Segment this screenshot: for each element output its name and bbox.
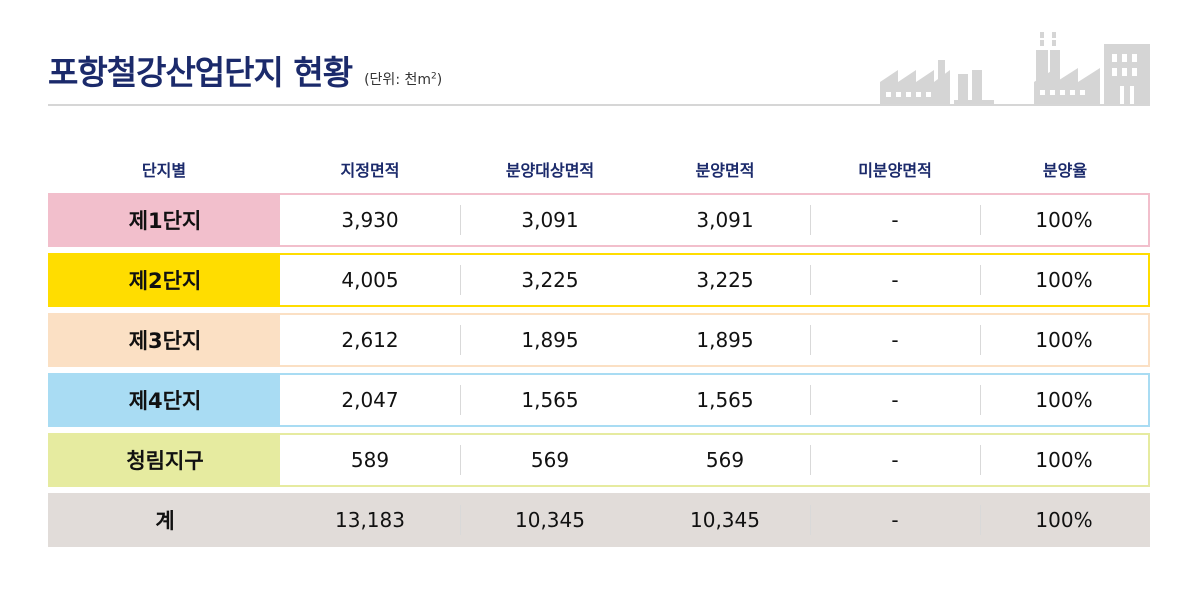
sale-rate: 100% xyxy=(980,495,1148,545)
designated-area: 3,930 xyxy=(341,208,399,232)
title-divider xyxy=(48,104,1150,106)
row-name: 제2단지 xyxy=(50,255,280,305)
sold-area: 1,895 xyxy=(696,328,754,352)
unit-sup: 2 xyxy=(431,71,437,82)
column-header: 분양대상면적 xyxy=(505,161,595,180)
unsold-area: - xyxy=(810,315,980,365)
column-header: 단지별 xyxy=(141,161,187,180)
row-name: 제4단지 xyxy=(50,375,280,425)
column-header: 지정면적 xyxy=(340,161,400,180)
table-header: 단지별 지정면적 분양대상면적 분양면적 미분양면적 분양율 xyxy=(48,156,1150,182)
table-row: 제3단지 2,612 1,895 1,895 - 100% xyxy=(48,313,1150,367)
unit-label: (단위: 천m2) xyxy=(364,69,442,89)
unsold-area: - xyxy=(810,195,980,245)
sold-area: 10,345 xyxy=(690,508,760,532)
sale-rate: 100% xyxy=(980,375,1148,425)
sold-area: 3,225 xyxy=(696,268,754,292)
row-name: 계 xyxy=(50,495,280,545)
unsold-area: - xyxy=(810,435,980,485)
table-row: 제1단지 3,930 3,091 3,091 - 100% xyxy=(48,193,1150,247)
unsold-area: - xyxy=(810,255,980,305)
target-area: 1,565 xyxy=(460,375,640,425)
unit-suffix: ) xyxy=(436,72,443,88)
unsold-area: - xyxy=(810,375,980,425)
table-row: 제4단지 2,047 1,565 1,565 - 100% xyxy=(48,373,1150,427)
unit-prefix: (단위: 천m xyxy=(364,72,432,88)
table-row: 청림지구 589 569 569 - 100% xyxy=(48,433,1150,487)
row-name: 청림지구 xyxy=(50,435,280,485)
column-header: 분양면적 xyxy=(695,161,755,180)
page-title: 포항철강산업단지 현황 xyxy=(48,53,353,92)
unsold-area: - xyxy=(810,495,980,545)
target-area: 569 xyxy=(460,435,640,485)
sale-rate: 100% xyxy=(980,435,1148,485)
row-name: 제1단지 xyxy=(50,195,280,245)
target-area: 10,345 xyxy=(460,495,640,545)
column-header: 미분양면적 xyxy=(858,161,932,180)
target-area: 3,091 xyxy=(460,195,640,245)
designated-area: 13,183 xyxy=(335,508,405,532)
designated-area: 589 xyxy=(350,448,390,472)
target-area: 3,225 xyxy=(460,255,640,305)
sold-area: 569 xyxy=(705,448,745,472)
sold-area: 3,091 xyxy=(696,208,754,232)
sale-rate: 100% xyxy=(980,255,1148,305)
sold-area: 1,565 xyxy=(696,388,754,412)
row-name: 제3단지 xyxy=(50,315,280,365)
sale-rate: 100% xyxy=(980,195,1148,245)
designated-area: 2,047 xyxy=(341,388,399,412)
table-row-total: 계 13,183 10,345 10,345 - 100% xyxy=(48,493,1150,547)
designated-area: 4,005 xyxy=(341,268,399,292)
table-row: 제2단지 4,005 3,225 3,225 - 100% xyxy=(48,253,1150,307)
designated-area: 2,612 xyxy=(341,328,399,352)
factory-icon xyxy=(880,32,1150,104)
target-area: 1,895 xyxy=(460,315,640,365)
title-row: 포항철강산업단지 현황 (단위: 천m2) xyxy=(48,46,442,94)
sale-rate: 100% xyxy=(980,315,1148,365)
column-header: 분양율 xyxy=(1042,161,1088,180)
